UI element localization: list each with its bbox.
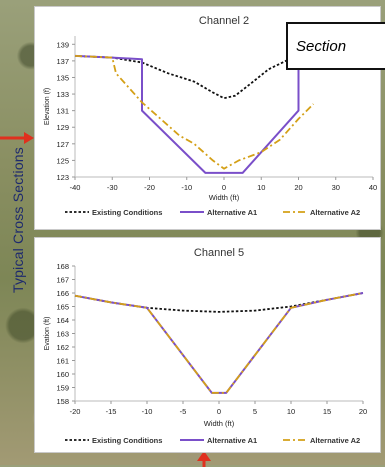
series-line-3 — [74, 55, 315, 170]
y-tick-label: 131 — [56, 107, 69, 116]
chart-title: Channel 5 — [194, 247, 244, 259]
chart-panel-channel-2: Channel 2 123 125 127 129 131 133 135 137 139 -40 -… — [34, 6, 381, 230]
x-tick-label: 30 — [332, 183, 340, 192]
x-tick-label: 40 — [369, 183, 377, 192]
side-label: Typical Cross Sections — [10, 146, 27, 294]
series-line-2 — [74, 53, 373, 174]
x-tick-label: 10 — [257, 183, 265, 192]
x-axis-label: Width (ft) — [204, 419, 235, 428]
x-tick-label: 5 — [253, 407, 257, 416]
legend-label-2: Alternative A1 — [207, 436, 257, 445]
y-tick-label: 158 — [56, 397, 69, 406]
x-tick-label: -10 — [142, 407, 153, 416]
left-arrow-icon — [0, 132, 34, 144]
y-tick-label: 168 — [56, 262, 69, 271]
y-tick-label: 137 — [56, 57, 69, 66]
chart-channel-2: Channel 2 123 125 127 129 131 133 135 137 139 -40 -… — [44, 15, 377, 217]
x-tick-label: -30 — [107, 183, 118, 192]
series-line-2 — [74, 292, 364, 394]
x-tick-label: 0 — [222, 183, 226, 192]
y-tick-label: 125 — [56, 156, 69, 165]
y-tick-label: 162 — [56, 343, 69, 352]
chart-channel-5: Channel 5 158 159 160 161 162 163 164 165 166 167 1… — [44, 247, 367, 445]
x-tick-label: 0 — [217, 407, 221, 416]
x-axis-label: Width (ft) — [209, 193, 240, 202]
x-tick-label: 20 — [294, 183, 302, 192]
y-tick-label: 164 — [56, 316, 69, 325]
series-line-1 — [74, 292, 364, 313]
x-tick-label: -15 — [106, 407, 117, 416]
x-tick-label: -20 — [144, 183, 155, 192]
y-tick-label: 161 — [56, 357, 69, 366]
legend-label-3: Alternative A2 — [310, 208, 360, 217]
y-tick-label: 167 — [56, 276, 69, 285]
legend-label-2: Alternative A1 — [207, 208, 257, 217]
x-tick-label: -40 — [70, 183, 81, 192]
y-tick-label: 165 — [56, 303, 69, 312]
chart-title: Channel 2 — [199, 15, 249, 27]
y-axis-label: Elevation (f) — [44, 88, 51, 125]
y-tick-label: 129 — [56, 123, 69, 132]
y-tick-label: 139 — [56, 40, 69, 49]
x-tick-label: 20 — [359, 407, 367, 416]
y-axis-label: Evation (ft) — [44, 317, 51, 351]
section-callout: Section — [286, 22, 385, 70]
series-line-3 — [74, 292, 364, 394]
chart-panel-channel-5: Channel 5 158 159 160 161 162 163 164 165 166 167 1… — [34, 237, 381, 453]
x-tick-label: 15 — [323, 407, 331, 416]
y-tick-label: 166 — [56, 289, 69, 298]
side-label-container: Typical Cross Sections — [6, 120, 30, 320]
y-tick-label: 127 — [56, 140, 69, 149]
x-tick-label: 10 — [287, 407, 295, 416]
y-tick-label: 163 — [56, 330, 69, 339]
x-tick-label: -5 — [180, 407, 187, 416]
legend-label-1: Existing Conditions — [92, 436, 162, 445]
y-tick-label: 123 — [56, 173, 69, 182]
y-tick-label: 135 — [56, 73, 69, 82]
y-tick-label: 159 — [56, 384, 69, 393]
x-tick-label: -10 — [181, 183, 192, 192]
y-tick-label: 133 — [56, 90, 69, 99]
legend-label-1: Existing Conditions — [92, 208, 162, 217]
section-callout-text: Section — [296, 37, 347, 55]
x-tick-label: -20 — [70, 407, 81, 416]
legend-label-3: Alternative A2 — [310, 436, 360, 445]
y-tick-label: 160 — [56, 370, 69, 379]
